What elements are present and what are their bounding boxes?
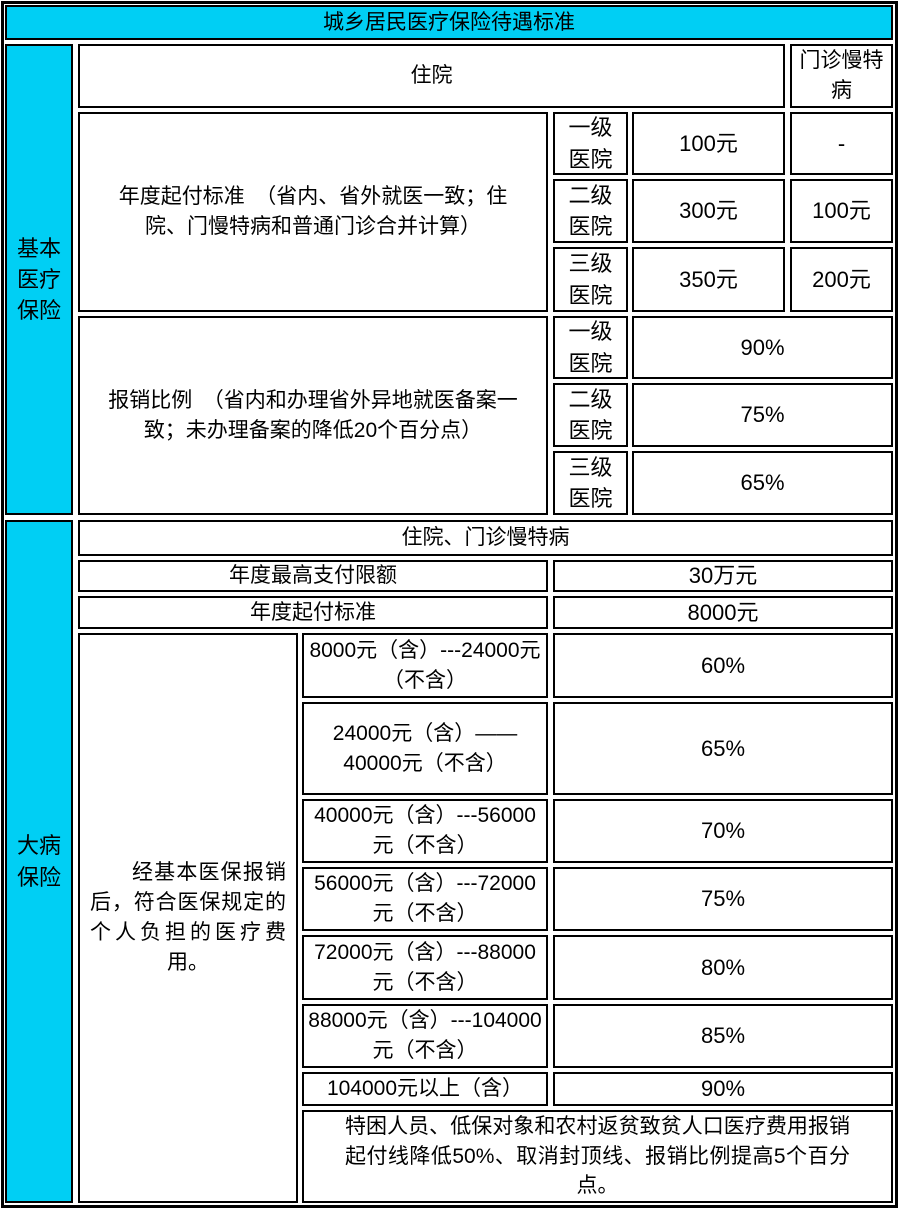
hospital-level-1: 一级医院 <box>553 112 628 175</box>
reimb-hospital-level-1: 一级医院 <box>553 316 628 379</box>
reimb-hospital-level-2: 二级医院 <box>553 383 628 447</box>
bracket-range-4: 56000元（含）---72000元（不含） <box>302 867 548 931</box>
deductible-level2-outpatient: 100元 <box>790 179 893 243</box>
deductible-level1-outpatient: - <box>790 112 893 175</box>
deductible-level3-hospitalization: 350元 <box>632 247 785 312</box>
table-title: 城乡居民医疗保险待遇标准 <box>5 5 893 40</box>
annual-max-value: 30万元 <box>553 560 893 592</box>
bracket-range-5: 72000元（含）---88000元（不含） <box>302 935 548 1000</box>
major-deductible-label: 年度起付标准 <box>78 596 548 629</box>
bracket-rate-6: 85% <box>553 1004 893 1068</box>
section-label-basic-insurance: 基本医疗保险 <box>5 44 73 515</box>
major-header: 住院、门诊慢特病 <box>78 520 893 556</box>
reimb-rate-level-2: 75% <box>632 383 893 447</box>
bracket-rate-4: 75% <box>553 867 893 931</box>
bracket-range-7: 104000元以上（含） <box>302 1072 548 1106</box>
reimb-rate-level-1: 90% <box>632 316 893 379</box>
hospital-level-3: 三级医院 <box>553 247 628 312</box>
bracket-range-1: 8000元（含）---24000元（不含） <box>302 633 548 698</box>
deductible-level3-outpatient: 200元 <box>790 247 893 312</box>
hospital-level-2: 二级医院 <box>553 179 628 243</box>
bracket-rate-5: 80% <box>553 935 893 1000</box>
major-deductible-value: 8000元 <box>553 596 893 629</box>
major-scope-note: 经基本医保报销后，符合医保规定的个人负担的医疗费用。 <box>78 633 298 1203</box>
basic-deductible-label: 年度起付标准 （省内、省外就医一致；住院、门慢特病和普通门诊合并计算） <box>78 112 548 312</box>
deductible-level2-hospitalization: 300元 <box>632 179 785 243</box>
bracket-range-6: 88000元（含）---104000元（不含） <box>302 1004 548 1068</box>
bracket-rate-3: 70% <box>553 799 893 863</box>
header-outpatient-chronic: 门诊慢特病 <box>790 44 893 108</box>
bracket-rate-7: 90% <box>553 1072 893 1106</box>
annual-max-label: 年度最高支付限额 <box>78 560 548 592</box>
reimb-rate-level-3: 65% <box>632 451 893 515</box>
reimb-hospital-level-3: 三级医院 <box>553 451 628 515</box>
bracket-range-3: 40000元（含）---56000元（不含） <box>302 799 548 863</box>
bracket-rate-1: 60% <box>553 633 893 698</box>
section-label-major-illness-insurance: 大病保险 <box>5 520 73 1203</box>
header-hospitalization: 住院 <box>78 44 785 108</box>
basic-reimbursement-label: 报销比例 （省内和办理省外异地就医备案一致；未办理备案的降低20个百分点） <box>78 316 548 515</box>
bracket-rate-2: 65% <box>553 702 893 795</box>
special-population-note: 特困人员、低保对象和农村返贫致贫人口医疗费用报销起付线降低50%、取消封顶线、报… <box>302 1110 893 1203</box>
bracket-range-2: 24000元（含）——40000元（不含） <box>302 702 548 795</box>
deductible-level1-hospitalization: 100元 <box>632 112 785 175</box>
